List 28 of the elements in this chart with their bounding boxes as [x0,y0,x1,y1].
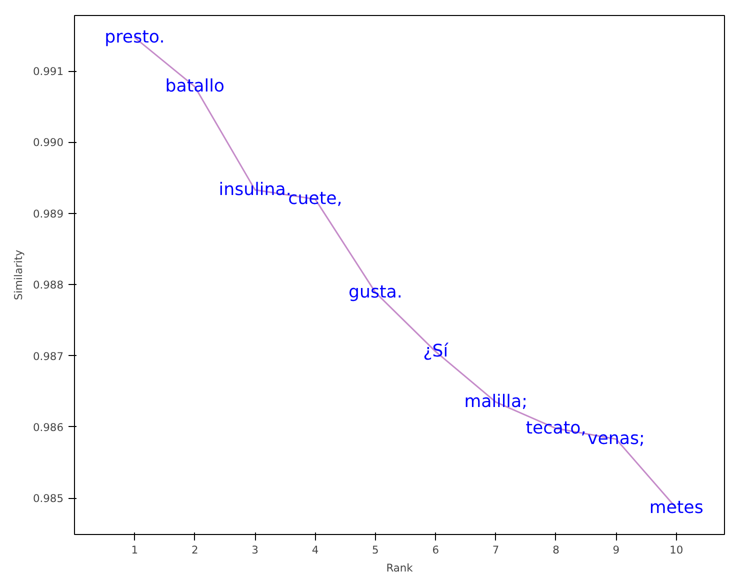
annotation: tecato, [526,418,586,438]
y-tick-label: 0.991 [32,65,64,78]
x-tick-label: 5 [372,544,379,556]
x-tick-label: 3 [252,544,258,556]
annotation: presto. [104,28,165,48]
y-tick-label: 0.987 [32,350,64,363]
annotation: venas; [587,429,645,450]
annotation: metes [649,498,704,518]
y-tick-label: 0.985 [32,492,64,506]
annotation: cuete, [288,189,342,210]
x-tick-label: 10 [670,544,684,556]
annotation: gusta. [348,282,402,302]
y-axis-title: Similarity [12,250,25,300]
x-axis-title: Rank [386,562,414,574]
x-tick-label: 1 [131,544,138,556]
y-tick-label: 0.989 [32,207,64,220]
x-tick-label: 4 [312,544,319,556]
annotation: batallo [165,76,225,97]
x-tick-label: 8 [552,544,560,556]
x-tick-label: 9 [612,544,620,556]
y-tick-label: 0.990 [32,136,64,150]
annotation: ¿Sí [423,342,450,362]
x-tick-label: 2 [191,544,198,556]
x-tick-label: 7 [492,544,500,556]
x-tick-label: 6 [432,544,440,556]
y-tick-label: 0.988 [32,278,64,292]
y-tick-label: 0.986 [32,421,64,434]
annotation: malilla; [464,392,528,412]
